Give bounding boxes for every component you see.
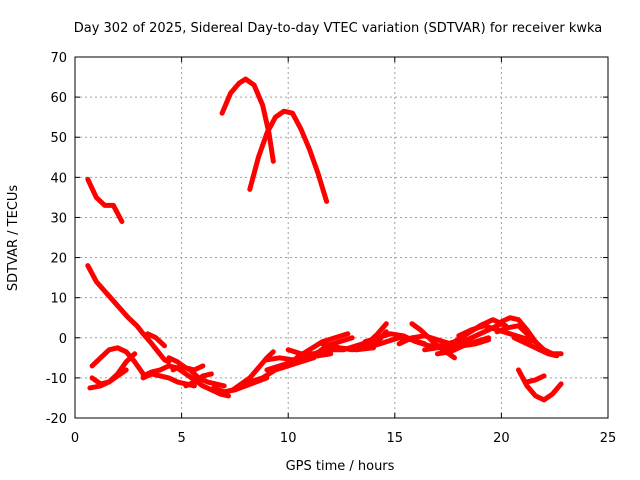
data-series <box>85 76 564 403</box>
x-tick-label: 5 <box>177 431 185 446</box>
series-arc-9 <box>140 363 231 399</box>
y-tick-label: -20 <box>46 412 67 427</box>
grid-lines <box>75 57 608 418</box>
series-arc-4 <box>219 76 276 164</box>
series-arc-36 <box>524 373 547 385</box>
series-arc-6 <box>89 345 146 377</box>
y-axis-ticks: -20 -10 0 10 20 30 40 50 60 70 <box>46 51 608 427</box>
x-tick-label: 20 <box>493 431 510 446</box>
series-arc-2 <box>85 263 172 365</box>
series-arc-13 <box>183 371 214 389</box>
series-arc-31 <box>434 335 492 357</box>
series-arc-12 <box>166 355 206 373</box>
x-axis-label: GPS time / hours <box>286 459 395 474</box>
series-arc-1 <box>85 176 125 224</box>
chart-title: Day 302 of 2025, Sidereal Day-to-day VTE… <box>74 21 603 36</box>
x-tick-label: 25 <box>600 431 617 446</box>
y-tick-label: 70 <box>50 51 67 66</box>
series-arc-25 <box>371 335 428 349</box>
x-tick-label: 0 <box>71 431 79 446</box>
y-tick-label: 10 <box>50 292 67 307</box>
series-arc-33 <box>494 323 547 355</box>
series-arc-23 <box>319 341 376 353</box>
series-arc-24 <box>362 331 445 349</box>
series-arc-34 <box>511 335 560 359</box>
series-arc-5 <box>247 108 330 204</box>
series-arc-3 <box>145 331 167 349</box>
y-tick-label: 20 <box>50 252 67 267</box>
y-tick-label: -10 <box>46 372 67 387</box>
y-tick-label: 60 <box>50 91 67 106</box>
x-tick-label: 10 <box>280 431 297 446</box>
y-axis-label: SDTVAR / TECUs <box>6 185 21 292</box>
series-arc-8 <box>89 367 129 387</box>
y-tick-label: 40 <box>50 171 67 186</box>
series-arc-35 <box>516 367 564 403</box>
plot-frame <box>74 56 609 419</box>
x-tick-label: 15 <box>387 431 404 446</box>
x-axis-ticks: 0 5 10 15 20 25 <box>71 57 616 446</box>
y-tick-label: 0 <box>59 332 67 347</box>
y-tick-label: 50 <box>50 131 67 146</box>
y-tick-label: 30 <box>50 211 67 226</box>
series-arc-18 <box>264 351 321 363</box>
series-arc-16 <box>234 355 317 391</box>
